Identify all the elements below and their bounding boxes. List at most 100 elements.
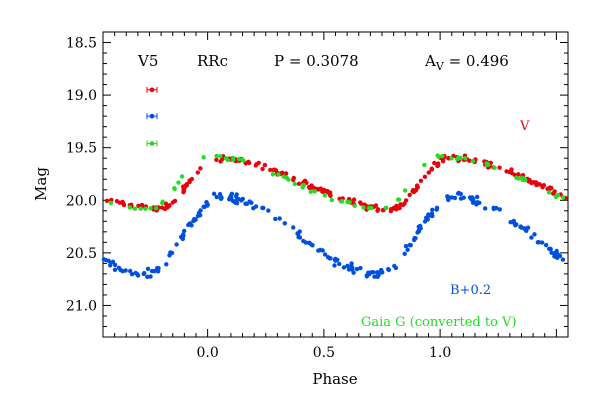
v-point xyxy=(429,167,434,172)
gaia-point xyxy=(201,155,206,160)
b-point xyxy=(497,207,502,212)
b-point xyxy=(408,243,413,248)
b-point xyxy=(349,261,354,266)
b-point xyxy=(211,191,217,196)
b-point xyxy=(182,228,187,234)
b-point xyxy=(354,266,360,272)
gaia-point xyxy=(347,200,352,205)
amplitude-value: = 0.496 xyxy=(444,52,509,70)
v-point xyxy=(529,180,534,186)
b-point xyxy=(110,259,116,264)
b-point xyxy=(296,234,301,240)
gaia-point xyxy=(396,197,401,202)
b-point xyxy=(310,243,315,248)
gaia-point xyxy=(436,154,441,159)
b-point xyxy=(112,267,118,272)
b-point xyxy=(148,274,153,279)
v-point xyxy=(308,185,314,190)
b-point xyxy=(191,218,197,223)
b-point xyxy=(174,242,179,247)
b-point xyxy=(560,257,566,262)
v-point xyxy=(271,167,276,173)
gaia-point xyxy=(240,157,245,162)
b-point xyxy=(358,265,363,271)
v-point xyxy=(246,159,251,164)
x-tick-label: 1.0 xyxy=(429,345,451,361)
variable-type: RRc xyxy=(197,52,228,70)
v-point xyxy=(435,161,441,166)
b-point xyxy=(552,254,557,259)
b-point xyxy=(430,207,435,212)
gaia-point xyxy=(143,206,148,211)
gaia-point xyxy=(492,165,497,170)
star-id: V5 xyxy=(137,52,158,70)
plot-frame xyxy=(102,31,569,338)
error-bars xyxy=(146,86,158,147)
gaia-point xyxy=(138,206,143,211)
v-point xyxy=(195,170,200,175)
v-point xyxy=(533,180,538,186)
b-point xyxy=(217,192,223,197)
gaia-point xyxy=(455,157,460,162)
v-point xyxy=(114,199,120,204)
b-point xyxy=(282,221,287,226)
b-point xyxy=(508,220,513,225)
b-point xyxy=(549,250,554,255)
b-point xyxy=(449,195,455,200)
b-point xyxy=(455,191,461,196)
v-point xyxy=(181,184,186,189)
y-axis-label: Mag xyxy=(32,167,50,201)
gaia-point xyxy=(440,153,445,159)
v-point xyxy=(296,181,302,186)
b-point xyxy=(392,263,397,269)
gaia-point xyxy=(108,200,114,206)
b-point xyxy=(243,201,248,206)
b-point xyxy=(204,202,210,207)
b-point xyxy=(417,225,422,230)
b-point xyxy=(547,246,552,251)
b-point xyxy=(376,273,381,278)
b-point xyxy=(112,262,118,268)
gaia-point xyxy=(292,181,297,187)
gaia-point xyxy=(470,158,476,164)
b-point xyxy=(366,270,371,275)
v-point xyxy=(415,185,420,190)
b-point xyxy=(335,257,340,262)
v-point xyxy=(388,207,394,212)
gaia-point xyxy=(560,195,566,200)
gaia-point xyxy=(308,189,313,194)
b-point xyxy=(266,208,271,213)
amplitude-label: AV = 0.496 xyxy=(424,52,509,73)
b-point xyxy=(260,205,265,211)
b-point xyxy=(491,206,496,212)
gaia-point xyxy=(223,156,229,161)
b-point xyxy=(108,263,113,268)
v-point xyxy=(407,192,412,198)
b-point xyxy=(468,196,474,202)
gaia-point xyxy=(369,205,374,211)
b-point xyxy=(518,224,523,229)
b-point xyxy=(422,219,428,224)
b-point xyxy=(297,229,302,234)
gaia-point xyxy=(546,190,552,195)
period-label: P = 0.3078 xyxy=(274,52,359,70)
v-point xyxy=(328,193,333,198)
amplitude-band: V xyxy=(435,60,445,73)
b-point xyxy=(118,267,123,273)
gaia-point xyxy=(463,156,468,161)
gaia-point xyxy=(422,162,427,168)
v-point xyxy=(198,166,203,171)
b-point xyxy=(142,271,147,276)
v-point xyxy=(375,208,380,213)
gaia-point xyxy=(214,153,219,159)
v-point xyxy=(262,162,268,168)
gaia-point xyxy=(484,161,489,166)
b-point xyxy=(322,252,328,257)
b-point xyxy=(180,232,186,237)
gaia-point xyxy=(520,175,525,181)
b-point xyxy=(234,192,239,197)
b-point xyxy=(529,235,534,240)
v-point xyxy=(321,189,326,194)
v-point xyxy=(373,203,379,208)
gaia-point xyxy=(218,154,223,159)
